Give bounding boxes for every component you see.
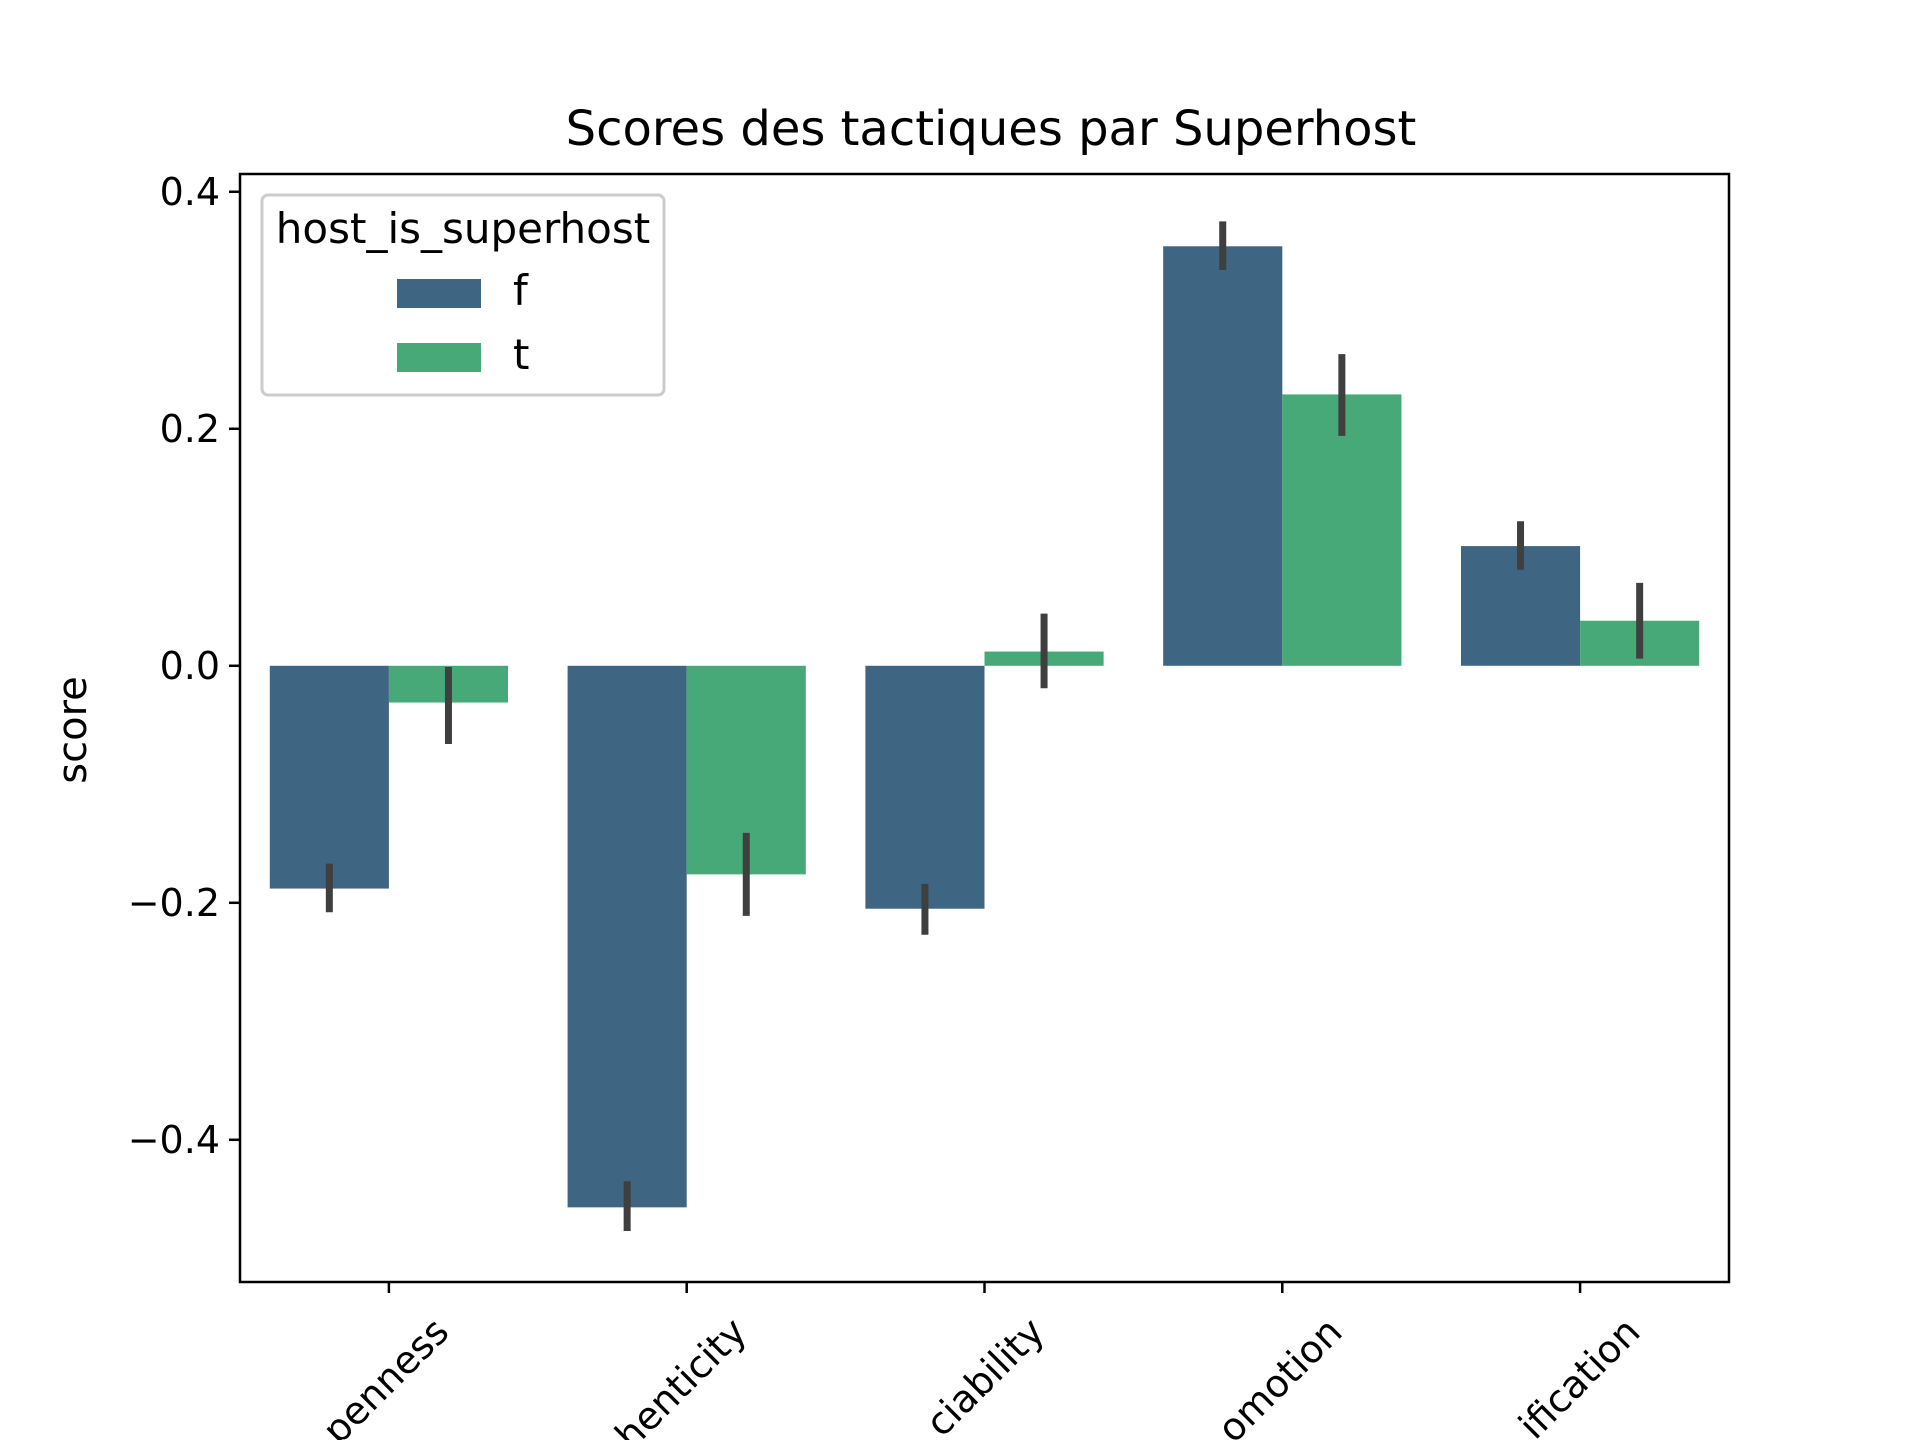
legend-swatch-t (397, 343, 481, 372)
error-bars-layer (325, 221, 1644, 1232)
bar-f-henticity (567, 665, 687, 1208)
y-tick-label: 0.0 (160, 644, 220, 688)
legend: host_is_superhost f t (260, 193, 666, 397)
bar-f-penness (269, 665, 389, 889)
legend-label-t: t (513, 330, 529, 379)
y-tick-label: −0.2 (128, 881, 220, 925)
y-tick-label: 0.2 (160, 407, 220, 451)
y-tick-label: 0.4 (160, 170, 220, 214)
legend-label-f: f (513, 266, 529, 315)
y-axis: −0.4 −0.2 0.0 0.2 0.4 (128, 170, 240, 1162)
y-axis-label: score (50, 676, 96, 783)
legend-title: host_is_superhost (276, 204, 650, 253)
y-tick-label: −0.4 (128, 1118, 220, 1162)
bar-f-omotion (1163, 246, 1283, 666)
chart-title: Scores des tactiques par Superhost (566, 101, 1417, 157)
legend-swatch-f (397, 279, 481, 308)
bar-f-ciability (865, 665, 985, 909)
bar-t-omotion (1282, 394, 1402, 666)
